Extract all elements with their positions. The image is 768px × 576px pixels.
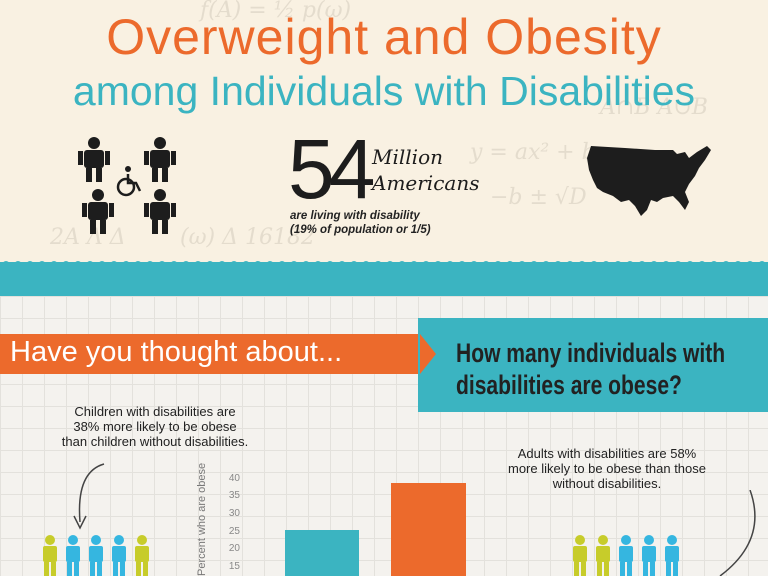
background-math-scribble: f(A) = ½ p(ω): [200, 0, 352, 23]
people-with-wheelchair-icon: [78, 137, 176, 234]
background-math-scribble: −b ± √D: [490, 185, 587, 210]
stat-unit-line-1: Million: [372, 145, 443, 169]
children-stat-text: Children with disabilities are 38% more …: [61, 404, 249, 449]
background-math-scribble: A∩B A∪B: [600, 95, 708, 120]
adult-figures-icon: [573, 535, 679, 576]
banner-arrow: [420, 334, 436, 374]
teal-band: [0, 262, 768, 296]
curved-arrow-icon: [719, 490, 756, 576]
curved-arrow-icon: [73, 463, 105, 530]
chart-bar-without-disabilities: [285, 530, 359, 576]
question-line-2: disabilities are obese?: [456, 370, 682, 400]
adults-stat-text: Adults with disabilities are 58% more li…: [507, 446, 706, 491]
background-math-scribble: 2A Λ Δ: [50, 225, 126, 250]
stat-block: 54 Million Americans are living with dis…: [288, 122, 498, 245]
usa-map-icon: [587, 146, 711, 216]
stat-number: 54: [288, 122, 375, 216]
question-line-1: How many individuals with: [456, 338, 726, 368]
background-math-scribble: y = ax² + bx: [470, 140, 609, 165]
banner-text: Have you thought about...: [10, 336, 343, 368]
title-line-1: Overweight and Obesity: [106, 9, 662, 65]
chart-bar-with-disabilities: [391, 483, 466, 576]
title-line-2: among Individuals with Disabilities: [72, 68, 696, 114]
question-box: How many individuals with disabilities a…: [418, 318, 768, 412]
header-section: f(A) = ½ p(ω) y = ax² + bx −b ± √D (ω) Δ…: [0, 0, 768, 262]
stat-subtext-line-1: are living with disability: [290, 210, 420, 222]
children-figures-icon: [43, 535, 149, 576]
chart-y-axis-label: Percent who are obese: [196, 462, 208, 576]
have-you-thought-banner: Have you thought about...: [0, 334, 436, 374]
stat-subtext-line-2: (19% of population or 1/5): [290, 224, 431, 236]
stat-unit-line-2: Americans: [372, 171, 480, 195]
background-math-scribble: (ω) Δ 16182: [180, 225, 315, 250]
